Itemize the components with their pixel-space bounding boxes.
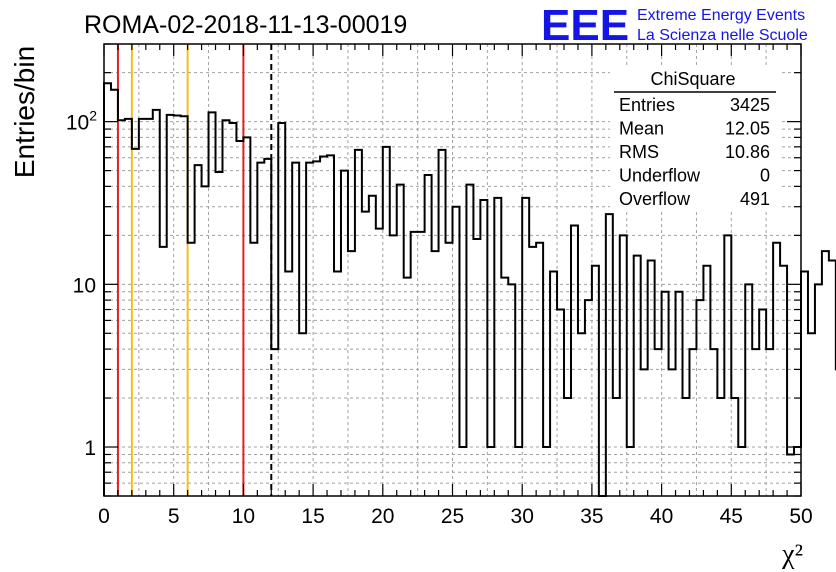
grid-lines: [104, 44, 801, 496]
x-tick-label: 25: [441, 505, 464, 528]
x-tick-label: 45: [720, 505, 743, 528]
x-tick-label: 5: [168, 505, 180, 528]
x-tick-label: 35: [580, 505, 603, 528]
reference-lines: [116, 44, 273, 496]
logo-line-1: Extreme Energy Events: [637, 7, 805, 24]
y-tick-label: 1: [84, 437, 96, 460]
y-tick-label: 10: [73, 274, 96, 297]
stats-box: ChiSquare Entries 3425 Mean 12.05 RMS 10.86 Un…: [610, 66, 780, 211]
stats-value: 10.86: [725, 142, 770, 162]
x-tick-label: 0: [98, 505, 110, 528]
x-tick-label: 40: [650, 505, 673, 528]
y-tick-label: 102: [66, 108, 97, 135]
chart-title: ROMA-02-2018-11-13-00019: [84, 11, 407, 39]
x-tick-label: 15: [301, 505, 324, 528]
histogram-outline: [103, 82, 836, 497]
axis-ticks: 0 5 10 15 20 25 30 35 40 45 50 1 10 102: [66, 43, 813, 528]
eee-logo-mark: EEE: [541, 1, 629, 50]
stats-value: 3425: [730, 95, 770, 115]
x-tick-label: 30: [511, 505, 534, 528]
stats-label: Entries: [619, 95, 675, 115]
logo-line-2: La Scienza nelle Scuole: [637, 27, 808, 44]
y-axis-label: Entries/bin: [9, 46, 40, 178]
stats-label: Underflow: [619, 166, 701, 186]
stats-title: ChiSquare: [650, 69, 735, 89]
stats-value: 12.05: [725, 119, 770, 139]
stats-label: Mean: [619, 119, 664, 139]
x-axis-label: χ²: [781, 539, 803, 570]
stats-label: Overflow: [619, 189, 691, 209]
x-tick-label: 20: [371, 505, 394, 528]
stats-value: 491: [740, 189, 770, 209]
eee-logo: EEE Extreme Energy Events La Scienza nel…: [541, 1, 808, 50]
stats-label: RMS: [619, 142, 659, 162]
stats-value: 0: [760, 166, 770, 186]
x-tick-label: 50: [789, 505, 812, 528]
x-tick-label: 10: [232, 505, 255, 528]
